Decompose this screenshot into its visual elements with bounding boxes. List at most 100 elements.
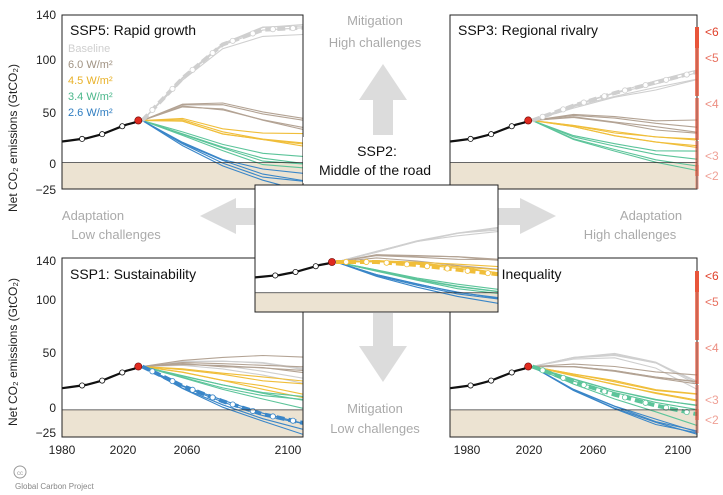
negative-emissions-band	[255, 292, 498, 312]
scenario-line	[335, 261, 498, 304]
scenario-line	[142, 104, 303, 122]
bracket-bar	[695, 48, 699, 96]
marker-point	[683, 71, 690, 78]
scenario-line	[532, 353, 697, 382]
xtick-right-1980: 1980	[454, 443, 481, 457]
marker-point	[601, 93, 608, 100]
scenario-line	[142, 120, 298, 189]
historical-point	[488, 131, 495, 138]
legend-4-5: 4.5 W/m²	[68, 75, 113, 87]
arrow-up-icon	[359, 64, 407, 135]
marker-point	[539, 367, 546, 374]
quad-label-bottom-2: Low challenges	[330, 421, 420, 436]
center-label-line1: SSP2:	[357, 143, 397, 159]
legend: Baseline 6.0 W/m² 4.5 W/m² 3.4 W/m² 2.6 …	[68, 43, 113, 119]
bracket-bar	[695, 98, 699, 140]
panel-ssp3: SSP3: Regional rivalry	[449, 14, 698, 190]
scenario-line	[142, 119, 303, 157]
bracket-label: <2	[705, 169, 719, 183]
marker-point	[343, 258, 350, 265]
marker-scenario-line	[141, 364, 303, 425]
bracket-label: <5	[705, 51, 719, 65]
bracket-label: <3	[705, 149, 719, 163]
ytick-bottom-0: 0	[49, 401, 56, 415]
scenario-line	[142, 365, 303, 397]
marker-point	[289, 417, 296, 424]
scenario-line	[142, 119, 303, 144]
quad-label-left-1: Adaptation	[62, 208, 124, 223]
bracket-bar	[695, 165, 699, 189]
center-box-bg	[303, 137, 446, 183]
historical-point	[99, 377, 106, 384]
scenario-line	[532, 116, 697, 133]
scenario-lines	[255, 226, 498, 304]
quad-label-top-2: High challenges	[329, 35, 422, 50]
scenario-line	[532, 113, 697, 122]
scenario-line	[142, 365, 303, 409]
current-year-marker	[524, 362, 533, 371]
scenario-line	[335, 261, 498, 299]
center-label-box: SSP2: Middle of the road	[303, 137, 446, 183]
current-year-marker	[328, 258, 336, 266]
historical-point	[292, 268, 299, 275]
center-label-line2: Middle of the road	[319, 162, 431, 178]
scenario-line	[532, 119, 697, 160]
panel-frame	[61, 14, 304, 190]
ytick-top-0: 0	[49, 157, 56, 171]
marker-point	[663, 404, 670, 411]
marker-point	[580, 99, 587, 106]
marker-point	[169, 378, 176, 385]
credit: cc Global Carbon Project	[13, 465, 94, 491]
panel-ssp2	[254, 184, 499, 313]
panels: SSP5: Rapid growth SSP3: Regional rivalry…	[61, 14, 698, 438]
marker-point	[424, 263, 431, 270]
scenario-line	[335, 227, 498, 263]
quad-label-right-1: Adaptation	[620, 208, 682, 223]
scenario-line	[142, 119, 303, 165]
scenario-line	[532, 119, 697, 167]
scenario-line	[335, 261, 498, 292]
marker-point	[189, 386, 196, 393]
ytick-top-100: 100	[36, 53, 56, 67]
scenario-line	[335, 261, 498, 294]
marker-scenario-line	[336, 260, 498, 277]
panel-title-ssp3: SSP3: Regional rivalry	[458, 22, 598, 38]
bracket-bar	[695, 27, 699, 48]
current-year-marker	[524, 116, 533, 125]
marker-point	[149, 368, 156, 375]
panel-title-ssp5: SSP5: Rapid growth	[70, 22, 196, 38]
legend-baseline: Baseline	[68, 43, 110, 55]
bracket-label: <6	[705, 25, 719, 39]
marker-point	[444, 265, 451, 272]
y-axis-label-top: Net CO₂ emissions (GtCO₂)	[6, 64, 20, 212]
bracket-scale: <6 <5 <4 <3 <2 <6 <5 <4 <3 <2	[695, 25, 719, 433]
marker-point	[249, 30, 256, 37]
scenario-line	[532, 363, 697, 376]
marker-point	[383, 259, 390, 266]
scenario-line	[532, 366, 697, 433]
historical-point	[508, 123, 515, 130]
x-ticks: 1980 2020 2060 2100 1980 2020 2060 2100	[49, 443, 692, 457]
arrow-right-icon	[498, 198, 556, 234]
bracket-bar	[695, 141, 699, 176]
marker-point	[229, 401, 236, 408]
marker-scenario-line	[140, 25, 303, 122]
bracket-label: <5	[705, 295, 719, 309]
marker-point	[403, 261, 410, 268]
credit-text: Global Carbon Project	[15, 482, 94, 491]
historical-point	[119, 123, 126, 130]
scenario-line	[335, 255, 498, 263]
xtick-right-2020: 2020	[516, 443, 543, 457]
scenario-line	[532, 366, 697, 434]
scenario-line	[142, 119, 303, 147]
ytick-bottom-100: 100	[36, 293, 56, 307]
quad-label-right-2: High challenges	[584, 227, 677, 242]
scenario-line	[142, 106, 303, 131]
negative-emissions-band	[450, 409, 697, 437]
marker-point	[189, 66, 196, 73]
marker-point	[642, 399, 649, 406]
scenario-line	[142, 119, 303, 169]
xtick-right-2060: 2060	[580, 443, 607, 457]
panel-frame	[61, 257, 304, 438]
